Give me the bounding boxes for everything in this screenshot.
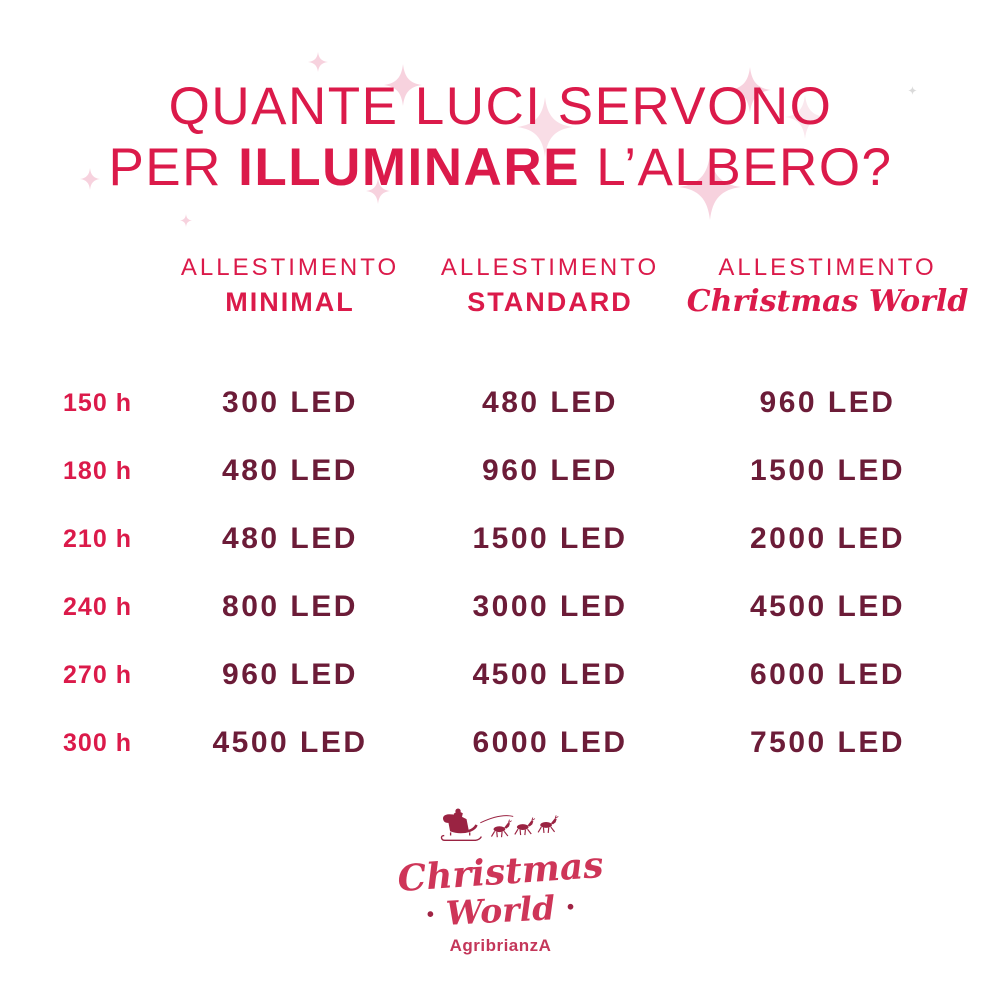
column-header-label: MINIMAL — [225, 287, 355, 317]
table-row: 180 h 480 LED 960 LED 1500 LED — [30, 437, 970, 505]
led-value-christmas-world: 4500 LED — [749, 590, 906, 623]
led-table: 150 h 300 LED 480 LED 960 LED 180 h 480 … — [30, 369, 970, 777]
sparkle-icon — [308, 52, 328, 72]
led-value-minimal: 480 LED — [222, 522, 358, 555]
led-value-standard: 3000 LED — [472, 590, 628, 623]
tree-height-label: 270 h — [63, 660, 132, 689]
table-row: 300 h 4500 LED 6000 LED 7500 LED — [30, 709, 970, 777]
led-value-christmas-world: 1500 LED — [749, 454, 906, 487]
column-header-kicker: ALLESTIMENTO — [180, 254, 400, 281]
column-header-label: STANDARD — [467, 287, 633, 317]
table-row: 270 h 960 LED 4500 LED 6000 LED — [30, 641, 970, 709]
table-row: 240 h 800 LED 3000 LED 4500 LED — [30, 573, 970, 641]
column-header-kicker: ALLESTIMENTO — [718, 254, 937, 281]
led-value-standard: 1500 LED — [472, 522, 628, 555]
led-value-standard: 6000 LED — [472, 726, 628, 759]
table-header: ALLESTIMENTO MINIMAL ALLESTIMENTO STANDA… — [30, 254, 970, 319]
title-line-1: QUANTE LUCI SERVONO — [168, 77, 833, 136]
led-value-standard: 480 LED — [482, 386, 618, 419]
led-value-minimal: 800 LED — [222, 590, 358, 623]
logo-dot: • — [566, 895, 575, 918]
header-spacer — [30, 254, 165, 319]
table-row: 150 h 300 LED 480 LED 960 LED — [30, 369, 970, 437]
led-value-standard: 4500 LED — [472, 658, 628, 691]
led-value-christmas-world: 6000 LED — [749, 658, 906, 691]
tree-height-label: 180 h — [63, 456, 132, 485]
column-header-standard: ALLESTIMENTO STANDARD — [415, 254, 685, 319]
led-value-minimal: 480 LED — [222, 454, 358, 487]
tree-height-label: 240 h — [63, 592, 132, 621]
sparkle-icon — [180, 214, 192, 227]
brand-logo: Christmas • World • AgribrianzA — [0, 804, 1001, 954]
logo-company-name: AgribrianzA — [449, 936, 552, 955]
column-header-minimal: ALLESTIMENTO MINIMAL — [165, 254, 415, 319]
led-value-christmas-world: 960 LED — [759, 386, 896, 419]
tree-height-label: 300 h — [63, 728, 132, 757]
tree-height-label: 210 h — [63, 524, 132, 553]
led-value-minimal: 4500 LED — [212, 726, 368, 759]
title-emphasis: ILLUMINARE — [238, 138, 580, 198]
column-header-christmas-world: ALLESTIMENTO Christmas World — [685, 254, 970, 319]
page-title: QUANTE LUCI SERVONO PER ILLUMINARE L’ALB… — [0, 76, 1001, 199]
logo-wordmark-world-text: World — [444, 888, 557, 933]
tree-height-label: 150 h — [63, 388, 132, 417]
led-value-standard: 960 LED — [482, 454, 618, 487]
logo-dot: • — [426, 903, 435, 926]
led-value-minimal: 300 LED — [222, 386, 358, 419]
led-value-christmas-world: 2000 LED — [749, 522, 906, 555]
led-value-minimal: 960 LED — [222, 658, 358, 691]
table-row: 210 h 480 LED 1500 LED 2000 LED — [30, 505, 970, 573]
santa-sleigh-reindeer-icon — [440, 804, 562, 848]
column-header-kicker: ALLESTIMENTO — [440, 254, 660, 281]
led-value-christmas-world: 7500 LED — [749, 726, 906, 759]
column-header-label: Christmas World — [686, 284, 969, 319]
title-line-2: PER ILLUMINARE L’ALBERO? — [108, 138, 893, 198]
